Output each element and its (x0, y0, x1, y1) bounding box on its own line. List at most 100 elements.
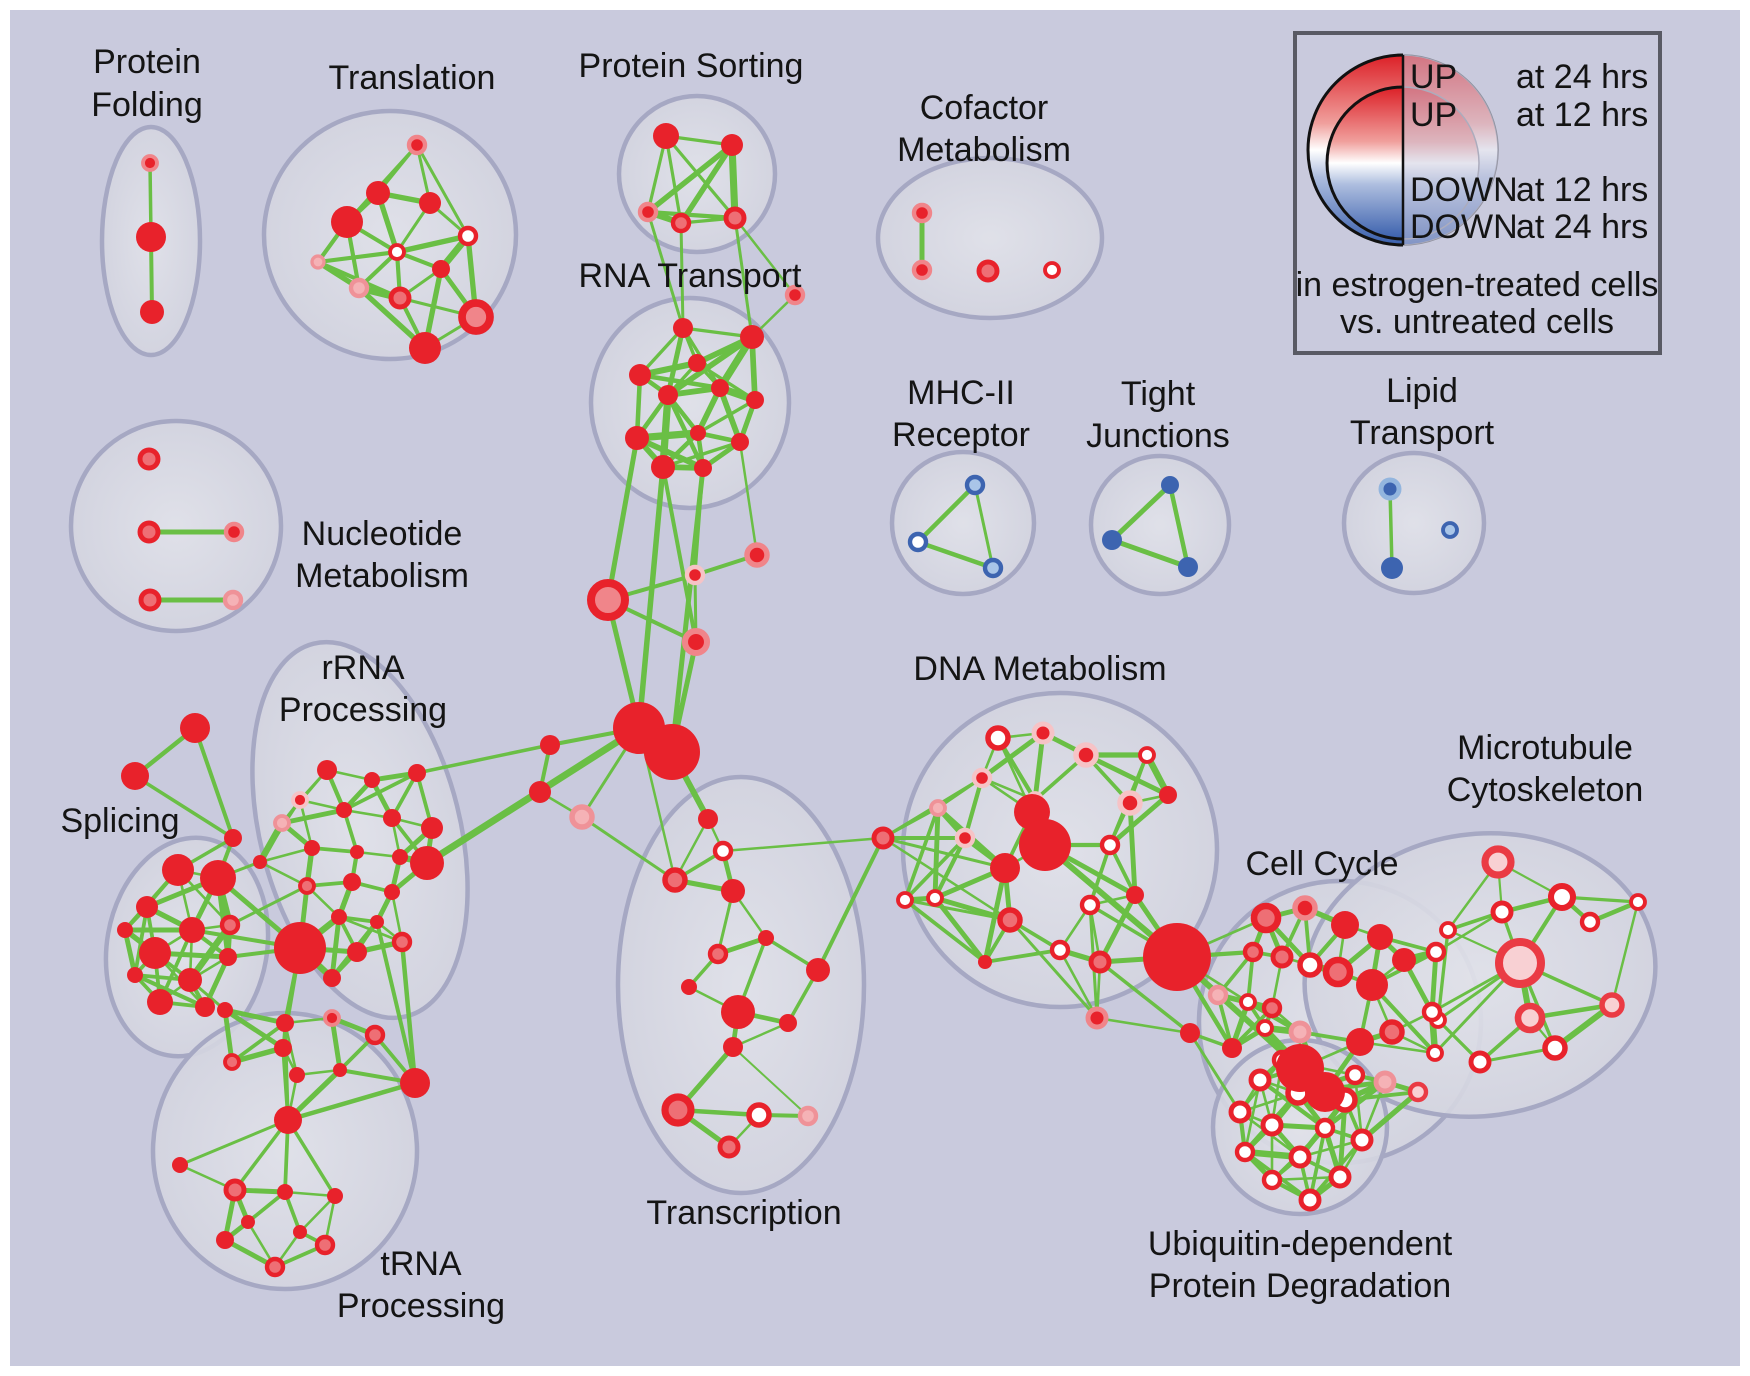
network-node (388, 286, 412, 310)
cluster-label-trna-processing: Processing (337, 1287, 505, 1325)
network-node (172, 1157, 188, 1173)
network-edge (646, 210, 685, 330)
network-edge (721, 836, 885, 853)
network-edge (915, 539, 996, 571)
network-edge (903, 806, 940, 902)
network-node (350, 845, 364, 859)
network-node (1425, 941, 1447, 963)
legend-direction-label: UP (1410, 58, 1457, 96)
network-edge (1107, 792, 1171, 848)
network-edge (973, 483, 995, 570)
network-edge (982, 865, 1008, 965)
network-nodes (117, 123, 1647, 1278)
network-node (740, 325, 764, 349)
network-node (336, 802, 352, 818)
network-node (370, 915, 384, 929)
network-edge (1188, 1031, 1242, 1114)
network-node (896, 891, 914, 909)
network-node (347, 942, 367, 962)
network-node (1085, 1006, 1109, 1030)
network-node (1542, 1035, 1568, 1061)
network-edge (696, 398, 757, 435)
network-edge (634, 435, 706, 471)
network-node (723, 1037, 743, 1057)
network-node (529, 781, 551, 803)
cluster-label-cofactor-metabolism: Cofactor (920, 89, 1049, 127)
network-node (1350, 1128, 1374, 1152)
network-edge (1008, 918, 1099, 1020)
network-node (681, 627, 711, 657)
network-edge (399, 939, 418, 1086)
network-edge (1388, 487, 1394, 570)
network-node (758, 930, 774, 946)
network-node (929, 799, 947, 817)
network-node (1314, 1117, 1336, 1139)
network-node (200, 860, 236, 896)
network-edge (415, 143, 470, 238)
network-node (1298, 1188, 1322, 1212)
network-node (317, 760, 337, 780)
network-node (1161, 476, 1179, 494)
legend-time-label: at 12 hrs (1516, 171, 1648, 209)
network-node (871, 826, 895, 850)
network-node (721, 995, 755, 1029)
network-node (1126, 886, 1144, 904)
network-node (136, 896, 158, 918)
network-node (681, 979, 697, 995)
network-node (1292, 895, 1318, 921)
cluster-ellipse-mh (889, 449, 1037, 597)
network-edge (1058, 948, 1099, 1020)
network-edge (728, 141, 739, 222)
network-edge (285, 1080, 418, 1123)
network-node (1261, 1169, 1283, 1191)
legend-time-label: at 24 hrs (1516, 58, 1648, 96)
cluster-ellipse-tx (615, 774, 867, 1196)
network-edge (286, 1118, 337, 1198)
cluster-label-rrna-processing: rRNA (321, 649, 404, 687)
network-node (383, 809, 401, 827)
network-edge (732, 1046, 809, 1117)
cluster-label-tight-junctions: Tight (1121, 375, 1196, 413)
network-edge (605, 435, 640, 603)
network-edge (665, 325, 686, 398)
cluster-label-dna-metabolism: DNA Metabolism (913, 650, 1166, 688)
network-node (1328, 1165, 1352, 1189)
network-edge (645, 209, 738, 221)
network-node (658, 385, 678, 405)
network-edge (394, 233, 471, 255)
network-node (637, 201, 659, 223)
network-edge (636, 464, 666, 731)
network-edge (738, 440, 759, 557)
network-node (137, 520, 161, 544)
network-node (569, 804, 595, 830)
network-node (289, 1067, 305, 1083)
legend-note: in estrogen-treated cells (1296, 266, 1659, 304)
cluster-label-microtubule-cytoskeleton: Cytoskeleton (1447, 771, 1644, 809)
network-edge (283, 1190, 337, 1198)
network-node (195, 997, 215, 1017)
network-node (1138, 746, 1156, 764)
network-node (746, 391, 764, 409)
network-node (907, 531, 929, 553)
network-edge (1167, 482, 1191, 570)
network-edge (1109, 482, 1173, 543)
network-node (1159, 786, 1177, 804)
network-node (140, 300, 164, 324)
network-node (1288, 1145, 1312, 1169)
network-node (333, 1063, 347, 1077)
network-node (1439, 921, 1457, 939)
network-node (1088, 950, 1112, 974)
network-node (219, 914, 241, 936)
network-node (629, 364, 651, 386)
network-node (241, 1215, 255, 1229)
network-node (746, 1102, 772, 1128)
network-node (1180, 1023, 1200, 1043)
legend-note: vs. untreated cells (1340, 303, 1614, 341)
network-node (1629, 893, 1647, 911)
cluster-label-rna-transport: RNA Transport (579, 257, 803, 295)
cluster-label-protein-sorting: Protein Sorting (579, 47, 804, 85)
network-node (997, 907, 1023, 933)
network-node (1222, 1038, 1242, 1058)
network-edge (1308, 1126, 1327, 1202)
cluster-label-splicing: Splicing (60, 802, 179, 840)
